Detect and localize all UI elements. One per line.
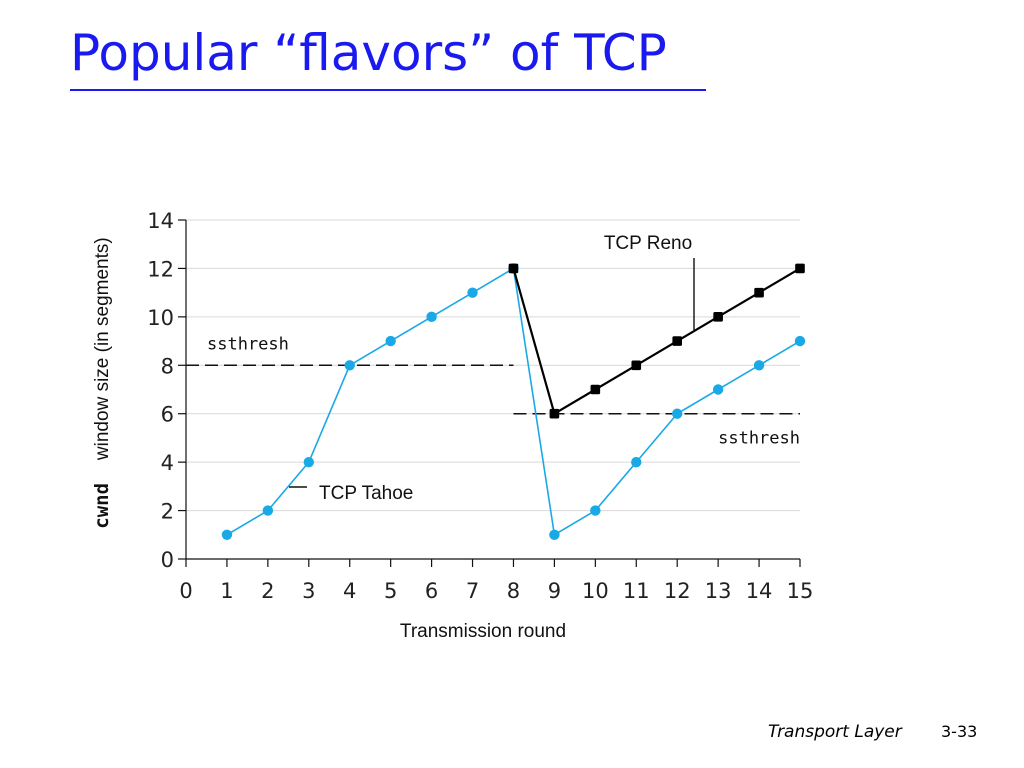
data-point-tcp-tahoe — [262, 505, 274, 516]
data-point-tcp-reno — [795, 263, 805, 274]
ssthresh-label-1: ssthresh — [207, 334, 289, 354]
title-underline — [70, 89, 706, 91]
data-point-tcp-tahoe — [426, 311, 437, 323]
y-tick-label: 8 — [161, 354, 174, 378]
x-tick-label: 2 — [261, 579, 274, 603]
slide-title: Popular “flavors” of TCP — [70, 24, 667, 82]
y-axis-label: cwnd window size (in segments) — [91, 237, 113, 528]
footer-page-number: 3-33 — [941, 722, 978, 741]
x-tick-label: 12 — [664, 579, 691, 603]
data-point-tcp-tahoe — [385, 335, 396, 347]
data-point-tcp-tahoe — [303, 456, 314, 468]
y-axis-label-prefix: cwnd — [91, 460, 113, 529]
y-tick-label: 2 — [161, 500, 174, 524]
x-tick-label: 3 — [302, 579, 315, 603]
y-tick-label: 6 — [161, 403, 174, 427]
series-line-tcp-reno — [512, 267, 801, 415]
y-tick-label: 12 — [147, 257, 174, 281]
data-point-tcp-reno — [590, 384, 601, 395]
x-tick-label: 0 — [179, 579, 192, 603]
data-point-tcp-tahoe — [549, 529, 560, 540]
data-point-tcp-reno — [508, 263, 519, 274]
x-tick-label: 10 — [582, 579, 609, 603]
ssthresh-label-2: ssthresh — [718, 429, 800, 449]
annotation-layer: TCP Reno TCP Tahoe — [289, 233, 695, 504]
x-tick-label: 5 — [384, 579, 397, 603]
y-axis-label-text: window size (in segments) — [92, 237, 113, 461]
y-tick-label: 10 — [147, 306, 174, 330]
annotation-label-tcp-reno: TCP Reno — [604, 233, 692, 254]
x-tick-label: 7 — [466, 579, 479, 603]
x-tick-label: 15 — [787, 579, 814, 603]
data-point-tcp-reno — [549, 408, 560, 419]
x-tick-label: 6 — [425, 579, 438, 603]
x-tick-label: 9 — [548, 579, 561, 603]
annotation-label-tcp-tahoe: TCP Tahoe — [319, 483, 413, 504]
data-point-tcp-reno — [754, 287, 764, 298]
grid-layer — [186, 219, 800, 512]
data-point-tcp-tahoe — [753, 360, 765, 371]
y-tick-label: 14 — [147, 209, 174, 233]
data-point-tcp-tahoe — [631, 456, 642, 468]
x-tick-label: 11 — [623, 579, 650, 603]
x-tick-label: 14 — [746, 579, 773, 603]
data-point-tcp-reno — [672, 336, 682, 346]
x-tick-label: 4 — [343, 579, 356, 603]
y-tick-label: 0 — [161, 548, 174, 572]
series-layer — [221, 263, 806, 540]
data-point-tcp-tahoe — [467, 287, 478, 298]
data-point-tcp-tahoe — [344, 360, 355, 371]
x-tick-label: 13 — [705, 579, 732, 603]
y-tick-label: 4 — [161, 451, 174, 475]
data-point-tcp-tahoe — [672, 408, 683, 419]
x-axis-label: Transmission round — [400, 621, 566, 642]
threshold-layer: ssthresh ssthresh — [186, 334, 800, 449]
data-point-tcp-tahoe — [712, 384, 724, 395]
data-point-tcp-tahoe — [221, 529, 233, 540]
data-point-tcp-reno — [713, 312, 723, 322]
label-layer: Transmission round cwnd window size (in s… — [91, 237, 566, 642]
footer-section-label: Transport Layer — [768, 722, 902, 742]
series-line-tcp-tahoe — [226, 267, 801, 536]
data-point-tcp-reno — [631, 360, 642, 371]
x-tick-label: 8 — [507, 579, 520, 603]
x-tick-label: 1 — [220, 579, 233, 603]
data-point-tcp-tahoe — [590, 505, 601, 516]
data-point-tcp-tahoe — [794, 335, 806, 347]
